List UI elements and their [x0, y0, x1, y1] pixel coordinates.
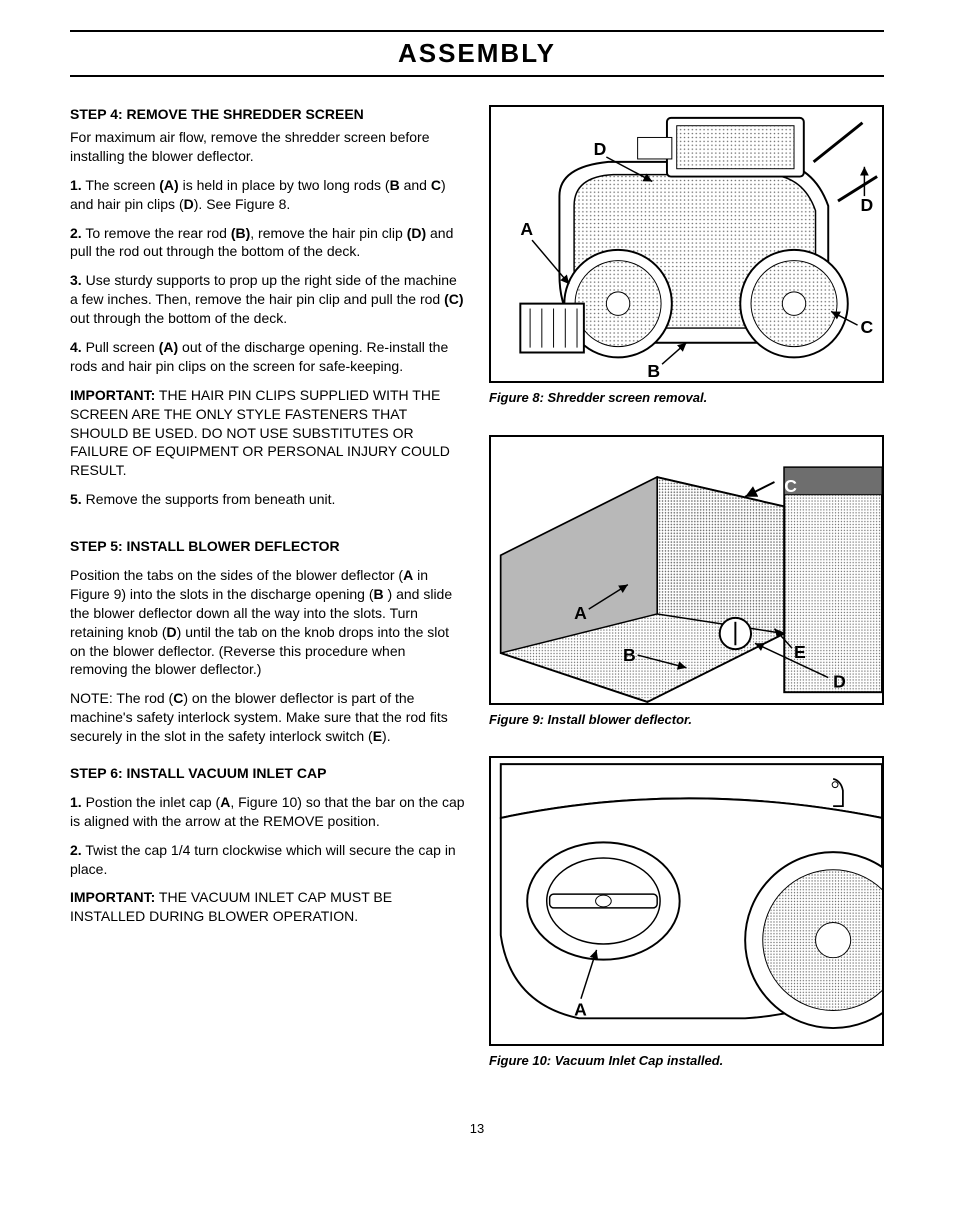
text: Position the tabs on the sides of the bl…: [70, 567, 403, 583]
figure-9-illustration: A B C D E: [491, 437, 882, 703]
text: C: [173, 690, 183, 706]
text: Postion the inlet cap (: [82, 794, 221, 810]
step4-item2: 2. To remove the rear rod (B), remove th…: [70, 224, 465, 262]
page-title: ASSEMBLY: [70, 30, 884, 77]
text: A: [403, 567, 413, 583]
important-label: IMPORTANT:: [70, 387, 155, 403]
step4-intro: For maximum air flow, remove the shredde…: [70, 128, 465, 166]
step4-heading: STEP 4: REMOVE THE SHREDDER SCREEN: [70, 105, 465, 124]
text: Twist the cap 1/4 turn clockwise which w…: [70, 842, 456, 877]
text: Remove the supports from beneath unit.: [82, 491, 336, 507]
text: E: [373, 728, 382, 744]
figure-10-caption: Figure 10: Vacuum Inlet Cap installed.: [489, 1052, 884, 1070]
figure-8-caption: Figure 8: Shredder screen removal.: [489, 389, 884, 407]
text: D: [184, 196, 194, 212]
text: ). See Figure 8.: [194, 196, 291, 212]
content-columns: STEP 4: REMOVE THE SHREDDER SCREEN For m…: [70, 105, 884, 1070]
fig9-label-c: C: [784, 475, 797, 495]
text: , remove the hair pin clip: [250, 225, 406, 241]
text: (D): [407, 225, 426, 241]
text: B: [374, 586, 384, 602]
figure-10-illustration: A: [491, 758, 882, 1044]
fig8-label-b: B: [647, 361, 660, 381]
step4-item3: 3. Use sturdy supports to prop up the ri…: [70, 271, 465, 328]
important-label: IMPORTANT:: [70, 889, 155, 905]
text: 2.: [70, 225, 82, 241]
fig8-label-d2: D: [860, 195, 873, 215]
text: C: [431, 177, 441, 193]
step6-p2: 2. Twist the cap 1/4 turn clockwise whic…: [70, 841, 465, 879]
text: (C): [444, 291, 463, 307]
figure-8-illustration: A D D B C: [491, 107, 882, 381]
text: 1.: [70, 177, 82, 193]
figure-9-caption: Figure 9: Install blower deflector.: [489, 711, 884, 729]
step5-heading: STEP 5: INSTALL BLOWER DEFLECTOR: [70, 537, 465, 556]
text: (A): [159, 177, 178, 193]
text: A: [220, 794, 230, 810]
text: 5.: [70, 491, 82, 507]
step5-p2: NOTE: The rod (C) on the blower deflecto…: [70, 689, 465, 746]
figure-8-box: A D D B C: [489, 105, 884, 383]
step6-important: IMPORTANT: THE VACUUM INLET CAP MUST BE …: [70, 888, 465, 926]
text: out through the bottom of the deck.: [70, 310, 287, 326]
step5-p1: Position the tabs on the sides of the bl…: [70, 566, 465, 679]
figure-9-box: A B C D E: [489, 435, 884, 705]
text: (B): [231, 225, 250, 241]
fig9-label-d: D: [833, 671, 846, 691]
step4-item1: 1. The screen (A) is held in place by tw…: [70, 176, 465, 214]
text: and: [400, 177, 431, 193]
left-column: STEP 4: REMOVE THE SHREDDER SCREEN For m…: [70, 105, 465, 1070]
step4-item4: 4. Pull screen (A) out of the discharge …: [70, 338, 465, 376]
fig9-label-b: B: [623, 645, 636, 665]
text: 2.: [70, 842, 82, 858]
text: To remove the rear rod: [82, 225, 231, 241]
text: B: [390, 177, 400, 193]
text: is held in place by two long rods (: [179, 177, 390, 193]
right-column: A D D B C Figure 8: Shredder screen remo…: [489, 105, 884, 1070]
text: Use sturdy supports to prop up the right…: [70, 272, 457, 307]
step4-item5: 5. Remove the supports from beneath unit…: [70, 490, 465, 509]
step4-important: IMPORTANT: THE HAIR PIN CLIPS SUPPLIED W…: [70, 386, 465, 480]
page-number: 13: [70, 1120, 884, 1138]
fig9-label-e: E: [794, 642, 806, 662]
text: The screen: [82, 177, 160, 193]
fig10-label-a: A: [574, 1000, 587, 1020]
text: ).: [382, 728, 391, 744]
text: D: [167, 624, 177, 640]
text: 3.: [70, 272, 82, 288]
fig8-label-d: D: [594, 139, 607, 159]
fig8-label-c: C: [860, 317, 873, 337]
text: 1.: [70, 794, 82, 810]
text: Pull screen: [82, 339, 159, 355]
text: (A): [159, 339, 178, 355]
step6-p1: 1. Postion the inlet cap (A, Figure 10) …: [70, 793, 465, 831]
fig9-label-a: A: [574, 603, 587, 623]
step6-heading: STEP 6: INSTALL VACUUM INLET CAP: [70, 764, 465, 783]
text: 4.: [70, 339, 82, 355]
fig8-label-a: A: [520, 219, 533, 239]
figure-10-box: A: [489, 756, 884, 1046]
text: NOTE: The rod (: [70, 690, 173, 706]
